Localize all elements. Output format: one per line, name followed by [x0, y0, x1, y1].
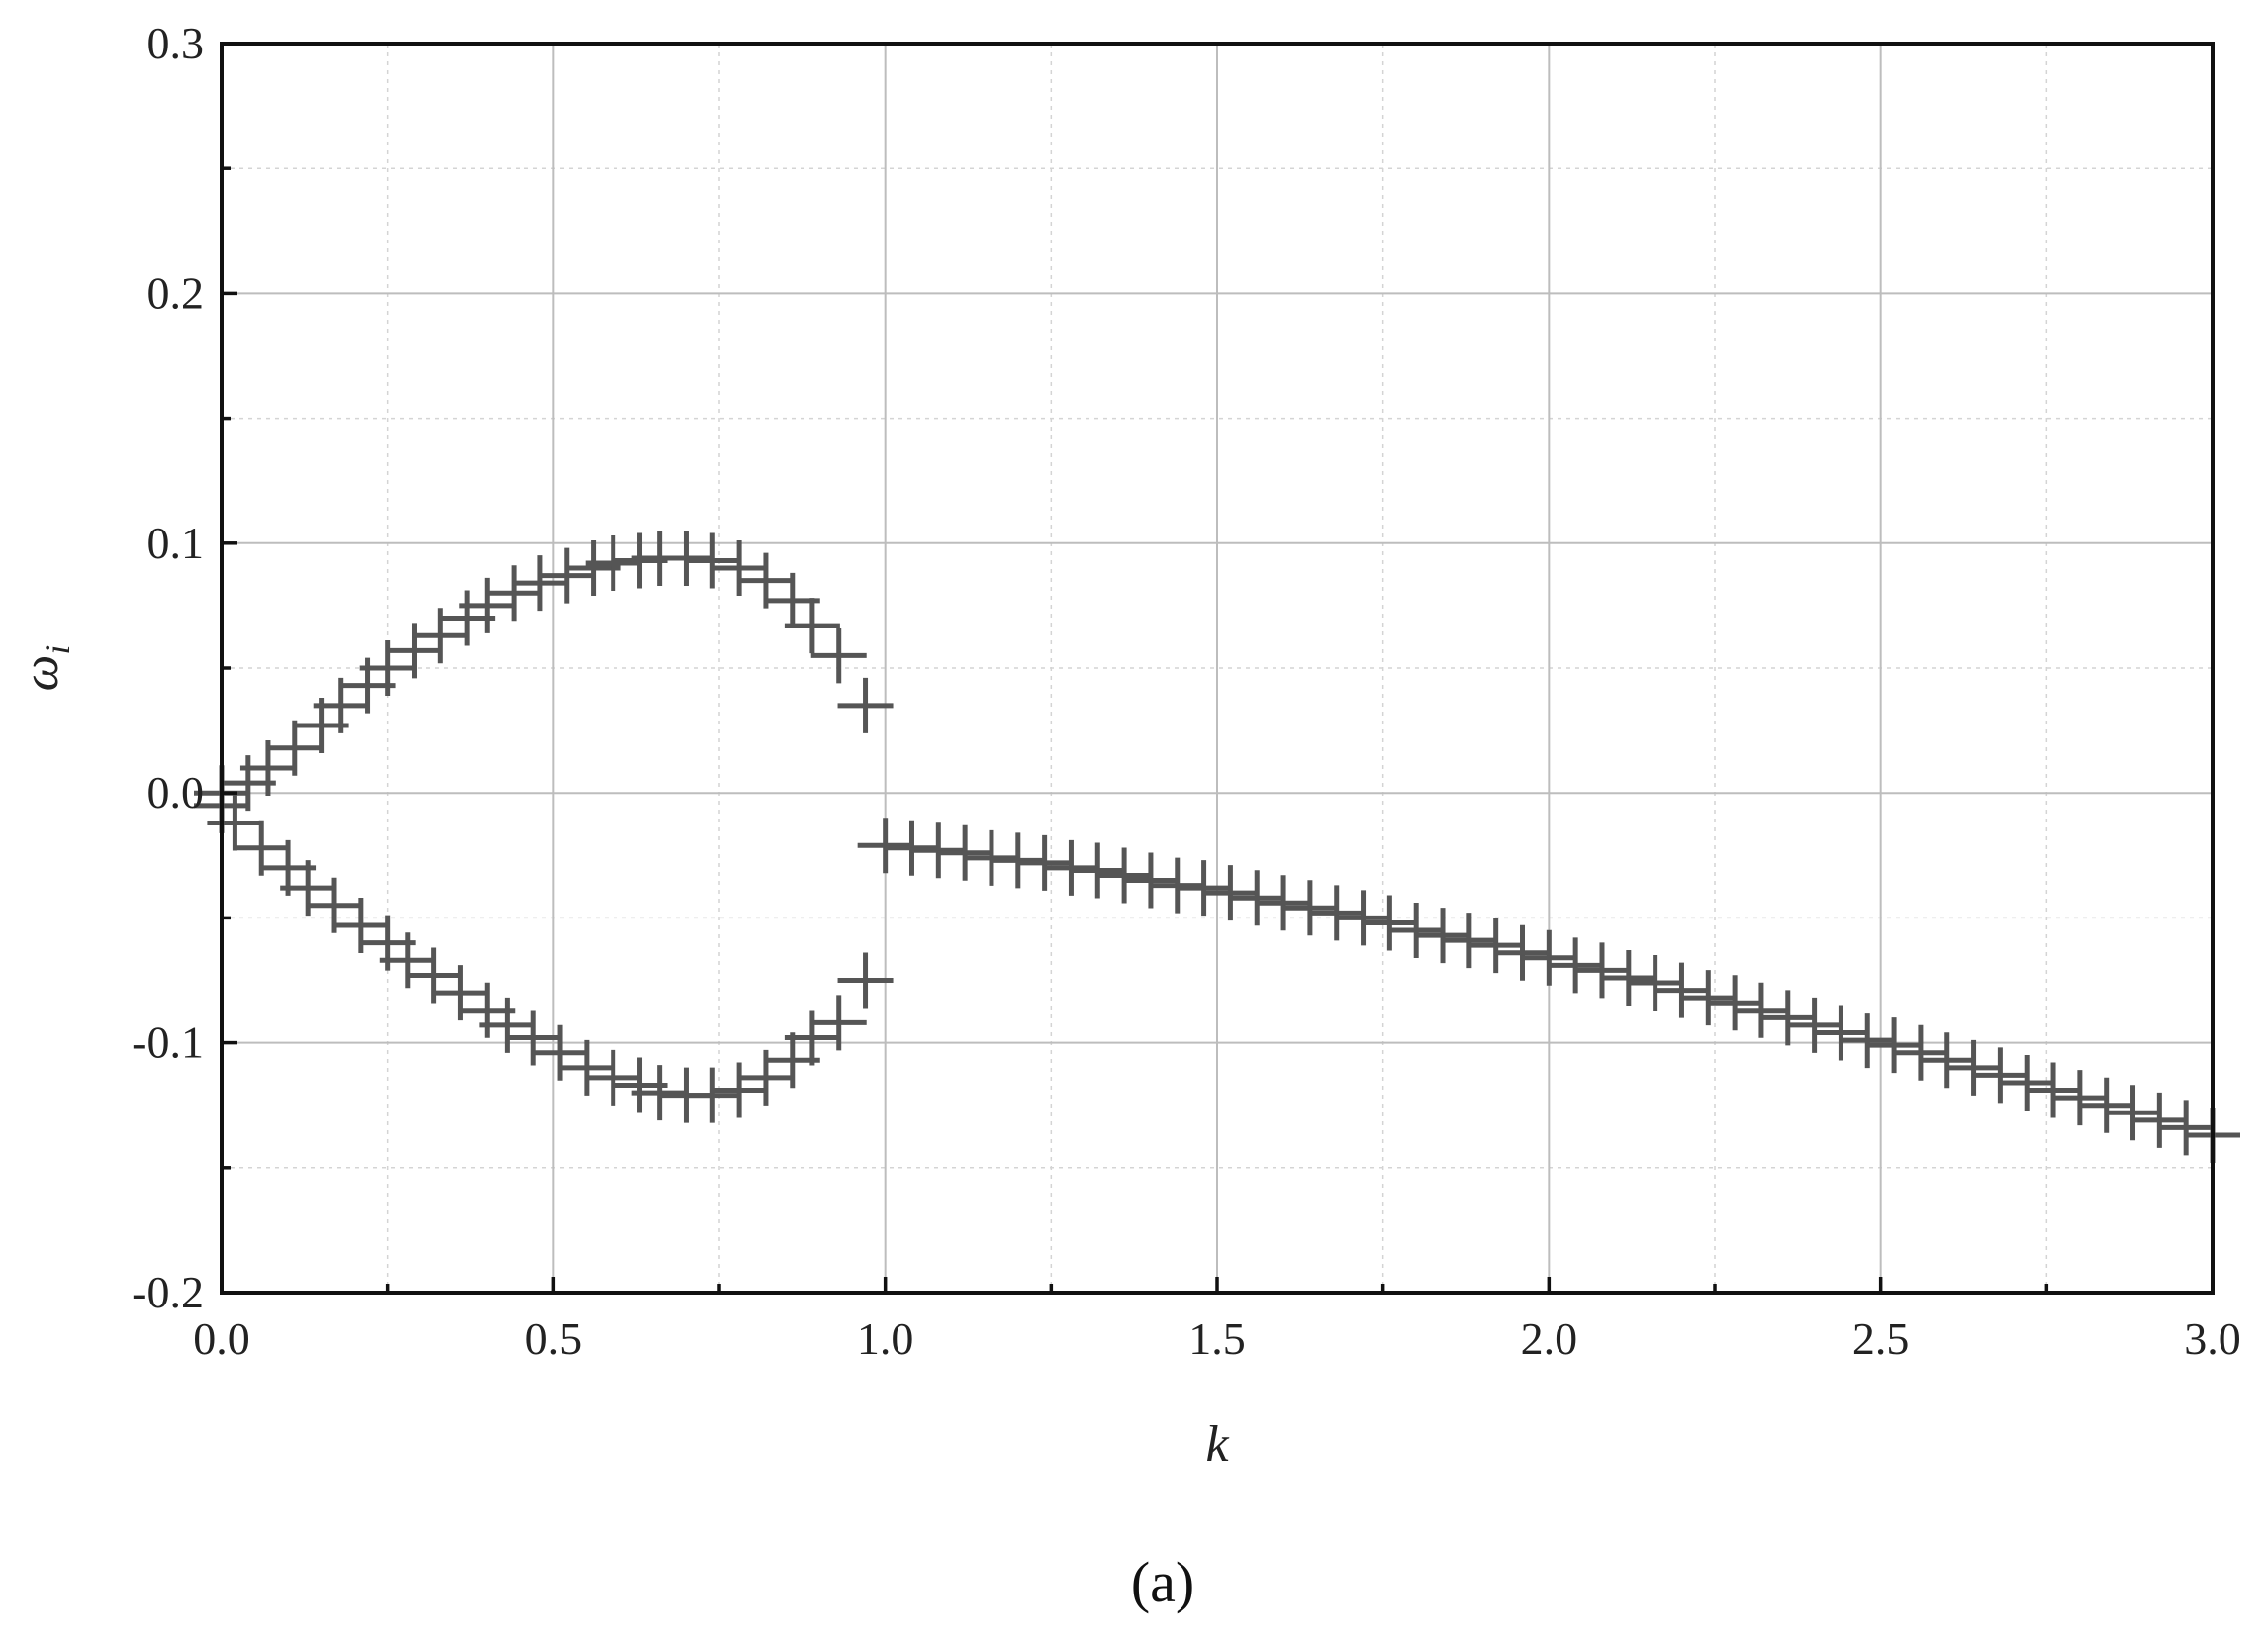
x-axis-title: k	[1205, 1416, 1229, 1473]
data-point-marker	[1494, 924, 1551, 981]
data-point-marker	[1415, 908, 1471, 964]
data-point-marker	[1362, 895, 1418, 951]
data-point-marker	[1733, 982, 1789, 1038]
data-point-marker	[2078, 1077, 2134, 1133]
y-axis-title-subscript: i	[38, 645, 77, 655]
data-point-marker	[810, 995, 867, 1051]
data-point-marker	[685, 1067, 741, 1123]
x-tick-label: 3.0	[2184, 1313, 2241, 1364]
data-point-marker	[1441, 913, 1497, 969]
data-markers	[194, 530, 2240, 1163]
data-point-marker	[1229, 870, 1285, 926]
y-tick-label: 0.3	[147, 18, 205, 68]
data-point-marker	[1149, 857, 1205, 914]
y-axis-title-symbol: ω	[13, 655, 69, 692]
data-point-marker	[1548, 937, 1604, 994]
data-point-marker	[837, 677, 894, 733]
data-point-marker	[2051, 1070, 2108, 1126]
x-tick-label: 1.0	[857, 1313, 914, 1364]
data-point-marker	[1467, 918, 1524, 974]
data-point-marker	[1388, 903, 1445, 959]
panel-label: (a)	[1131, 1550, 1194, 1614]
data-point-marker	[207, 795, 263, 851]
data-point-marker	[1813, 1005, 1869, 1061]
data-point-marker	[711, 1062, 768, 1118]
data-point-marker	[1335, 890, 1391, 946]
data-point-marker	[386, 623, 442, 679]
y-tick-label: 0.0	[147, 767, 205, 818]
data-point-marker	[937, 824, 993, 881]
data-point-marker	[1070, 842, 1126, 899]
data-point-marker	[585, 1049, 641, 1106]
data-point-marker	[1919, 1032, 1975, 1089]
data-point-marker	[1866, 1017, 1923, 1074]
data-point-marker	[538, 547, 595, 604]
data-point-marker	[1573, 942, 1630, 999]
x-tick-label: 2.0	[1521, 1313, 1578, 1364]
data-point-marker	[1016, 834, 1073, 891]
data-point-marker	[585, 534, 641, 591]
data-point-marker	[2105, 1085, 2161, 1141]
data-point-marker	[1627, 955, 1683, 1012]
data-point-marker	[1122, 852, 1179, 909]
data-point-marker	[1308, 885, 1365, 941]
data-point-marker	[479, 997, 535, 1053]
data-point-marker	[1999, 1054, 2055, 1111]
x-tick-label: 0.0	[193, 1313, 250, 1364]
data-point-marker	[963, 829, 1019, 886]
data-point-marker	[990, 832, 1046, 889]
data-point-marker	[1840, 1013, 1896, 1069]
data-point-marker	[1654, 962, 1710, 1018]
data-point-marker	[512, 555, 568, 612]
data-point-marker	[1176, 860, 1232, 917]
y-tick-label: -0.2	[132, 1267, 204, 1317]
data-point-marker	[379, 932, 435, 989]
data-point-marker	[784, 1010, 840, 1066]
y-tick-label: 0.2	[147, 267, 205, 318]
data-point-marker	[685, 532, 741, 589]
data-point-marker	[631, 1065, 688, 1121]
y-tick-label: 0.1	[147, 518, 205, 568]
axis-ticks	[220, 42, 2215, 1295]
data-point-marker	[711, 540, 768, 597]
data-point-marker	[1972, 1047, 2029, 1104]
grid	[222, 44, 2213, 1293]
tick-labels: 0.0 0.5 1.0 1.5 2.0 2.5 3.0 -0.2 -0.1 0.0 0.1 0.2 0.…	[132, 18, 2241, 1364]
data-point-marker	[1600, 949, 1656, 1006]
data-point-marker	[2026, 1062, 2082, 1118]
data-point-marker	[506, 1010, 562, 1066]
data-point-marker	[2158, 1100, 2215, 1156]
data-point-marker	[459, 577, 516, 633]
data-point-marker	[486, 565, 542, 622]
data-point-marker	[857, 818, 913, 874]
data-point-marker	[810, 628, 867, 684]
data-point-marker	[532, 1024, 589, 1081]
data-point-marker	[2131, 1092, 2188, 1148]
data-point-marker	[884, 820, 940, 876]
data-point-marker	[1256, 875, 1312, 931]
x-tick-label: 0.5	[525, 1313, 583, 1364]
data-point-marker	[1521, 929, 1577, 986]
data-point-marker	[658, 530, 714, 586]
data-point-marker	[1707, 975, 1763, 1031]
data-point-marker	[1680, 970, 1737, 1026]
data-point-marker	[1786, 997, 1843, 1053]
data-point-marker	[1281, 880, 1338, 936]
data-point-marker	[1892, 1024, 1948, 1081]
data-point-marker	[910, 822, 967, 879]
data-point-marker	[1202, 865, 1259, 921]
data-point-marker	[1043, 839, 1099, 896]
data-point-marker	[266, 720, 323, 776]
data-point-marker	[558, 1039, 614, 1096]
y-tick-label: -0.1	[132, 1017, 204, 1068]
data-point-marker	[1945, 1039, 2002, 1096]
data-point-marker	[1096, 847, 1153, 904]
x-tick-label: 2.5	[1852, 1313, 1910, 1364]
data-point-marker	[1759, 990, 1816, 1046]
x-tick-label: 1.5	[1188, 1313, 1246, 1364]
data-point-marker	[784, 598, 840, 654]
data-point-marker	[837, 952, 894, 1009]
y-axis-title: ωi	[13, 645, 77, 692]
